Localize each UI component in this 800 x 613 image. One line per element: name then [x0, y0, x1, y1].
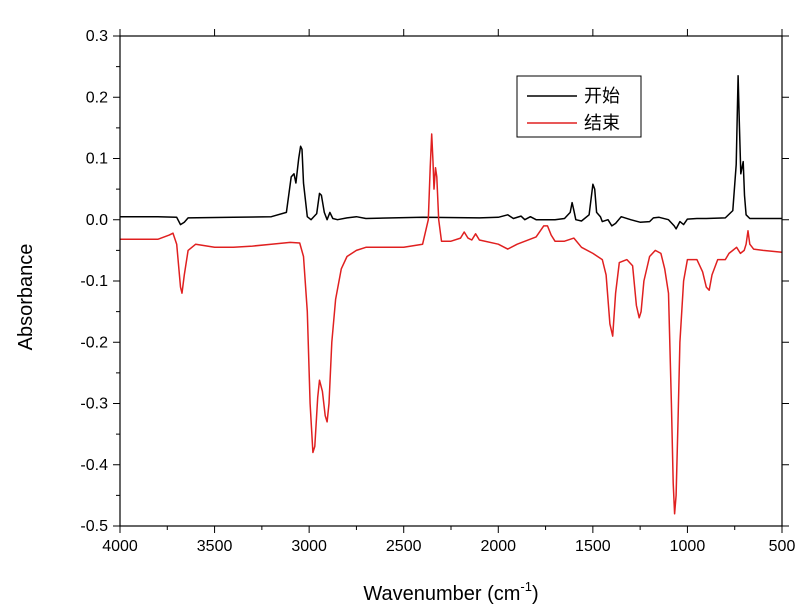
x-tick-label: 3000 [291, 538, 327, 555]
plot-frame [119, 35, 783, 527]
x-axis: 4000 3500 3000 2500 2000 1500 1000 500 [102, 29, 795, 555]
series-layer [120, 75, 782, 515]
x-tick-label: 4000 [102, 538, 138, 555]
y-tick-label: -0.1 [80, 273, 108, 290]
legend: 开始 结束 [516, 75, 642, 138]
y-axis: 0.3 0.2 0.1 0.0 -0.1 -0.2 -0.3 -0.4 -0.5 [80, 28, 789, 535]
x-axis-title-superscript: -1 [520, 579, 532, 594]
legend-box [516, 75, 642, 138]
x-axis-title: Wavenumber (cm-1) [363, 579, 538, 605]
series-line-1 [120, 133, 782, 515]
series-line-0 [120, 75, 782, 230]
x-tick-label: 500 [769, 538, 796, 555]
legend-label-series-1: 结束 [584, 113, 620, 134]
y-axis-title: Absorbance [15, 244, 37, 351]
x-axis-title-close: ) [532, 583, 539, 605]
x-tick-label: 1000 [670, 538, 706, 555]
y-tick-label: 0.1 [86, 151, 108, 168]
y-tick-label: 0.0 [86, 212, 108, 229]
x-tick-label: 2500 [386, 538, 422, 555]
x-axis-title-main: Wavenumber (cm [363, 583, 520, 605]
y-tick-label: -0.4 [80, 457, 108, 474]
y-tick-label: -0.2 [80, 334, 108, 351]
x-tick-label: 3500 [197, 538, 233, 555]
y-tick-label: -0.3 [80, 396, 108, 413]
y-tick-label: 0.2 [86, 89, 108, 106]
x-tick-label: 2000 [480, 538, 516, 555]
y-tick-label: -0.5 [80, 518, 108, 535]
legend-label-series-0: 开始 [584, 86, 620, 107]
x-tick-label: 1500 [575, 538, 611, 555]
y-tick-label: 0.3 [86, 28, 108, 45]
